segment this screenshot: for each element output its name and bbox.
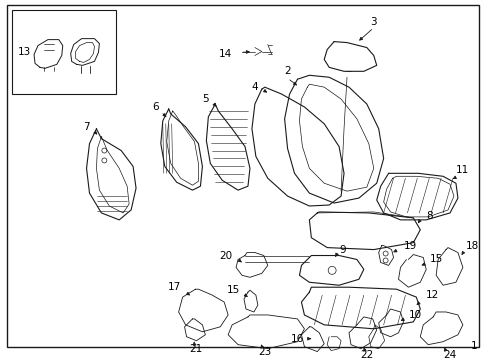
Text: 16: 16 — [290, 334, 304, 344]
Text: 17: 17 — [167, 282, 180, 292]
Text: 21: 21 — [188, 343, 202, 354]
Text: 15: 15 — [429, 255, 443, 265]
Text: 1: 1 — [470, 341, 477, 351]
Text: 4: 4 — [251, 82, 257, 92]
Text: 23: 23 — [258, 347, 271, 357]
Text: 13: 13 — [18, 46, 31, 57]
Text: 14: 14 — [219, 49, 232, 59]
Text: 9: 9 — [338, 244, 345, 255]
Text: 11: 11 — [455, 165, 468, 175]
Text: 22: 22 — [360, 350, 373, 360]
Text: 18: 18 — [465, 240, 478, 251]
Text: 8: 8 — [426, 211, 432, 221]
Text: 15: 15 — [226, 285, 240, 295]
Bar — [12, 10, 116, 94]
Text: 6: 6 — [152, 102, 159, 112]
Text: 10: 10 — [407, 310, 421, 320]
Text: 19: 19 — [403, 240, 416, 251]
Text: 7: 7 — [82, 122, 89, 132]
Text: 3: 3 — [370, 17, 376, 27]
Text: 24: 24 — [443, 350, 456, 360]
Text: 12: 12 — [426, 290, 439, 300]
Text: 20: 20 — [219, 251, 232, 261]
Text: 2: 2 — [284, 66, 290, 76]
Text: 5: 5 — [202, 94, 208, 104]
